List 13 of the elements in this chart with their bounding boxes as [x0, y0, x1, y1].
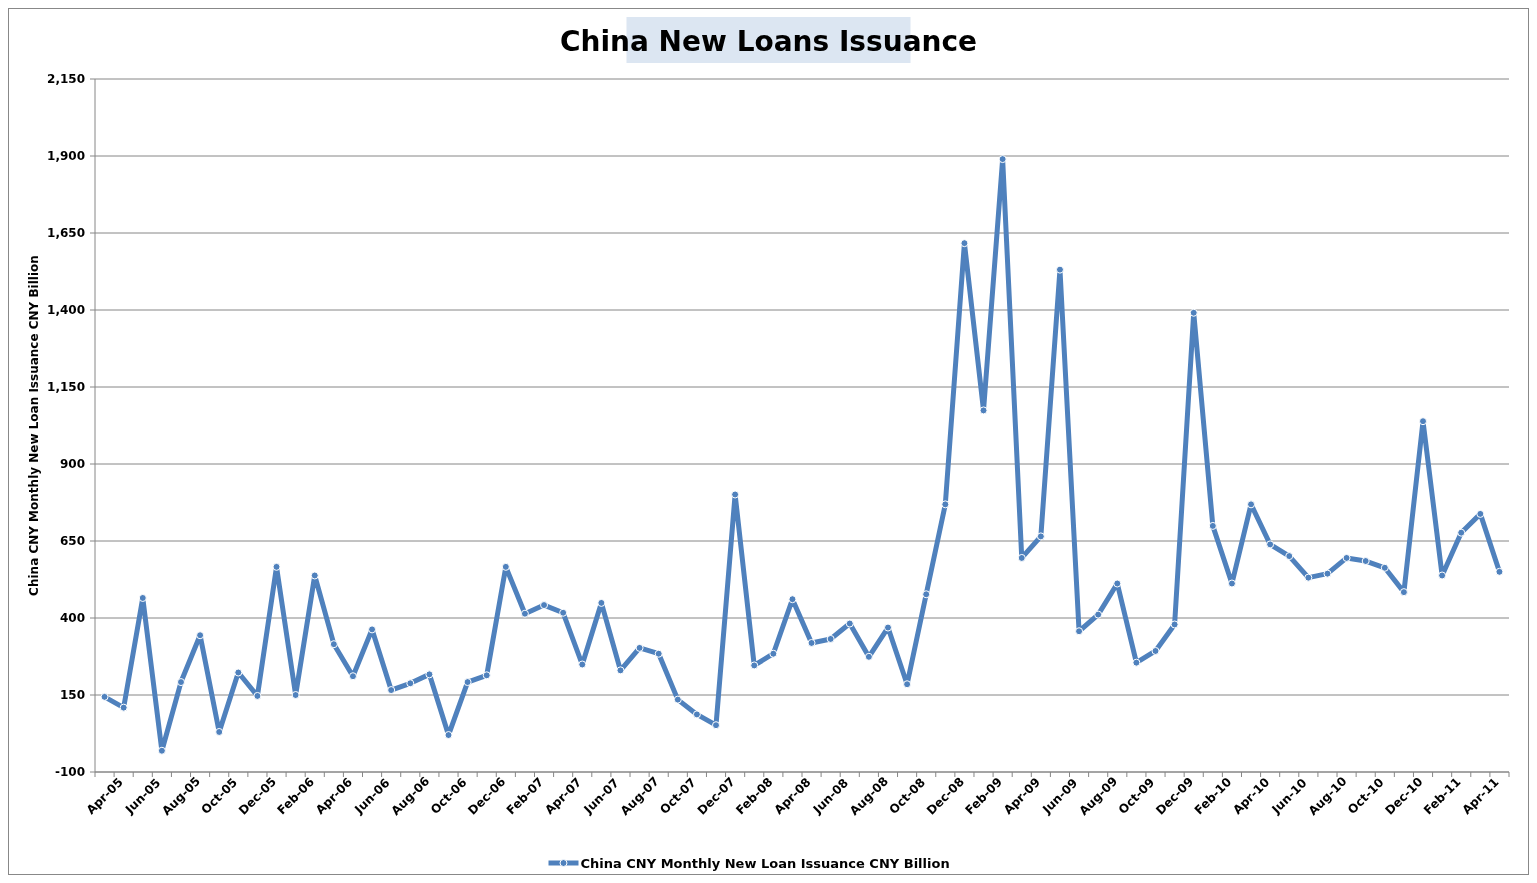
- y-tick-label: 900: [59, 457, 85, 472]
- y-tick-label: -100: [54, 765, 85, 780]
- y-tick-label: 1,150: [47, 380, 85, 395]
- y-tick-label: 1,650: [47, 226, 85, 241]
- chart-title: China New Loans Issuance: [559, 25, 978, 58]
- y-tick-label: 2,150: [47, 72, 85, 87]
- y-axis-title: China CNY Monthly New Loan Issuance CNY Billion: [27, 255, 41, 596]
- y-tick-label: 400: [59, 611, 85, 626]
- y-tick-label: 650: [59, 534, 85, 549]
- legend-label: China CNY Monthly New Loan Issuance CNY Billion: [580, 855, 950, 871]
- y-tick-label: 150: [59, 688, 85, 703]
- y-tick-label: 1,400: [47, 303, 85, 318]
- y-tick-label: 1,900: [47, 149, 85, 164]
